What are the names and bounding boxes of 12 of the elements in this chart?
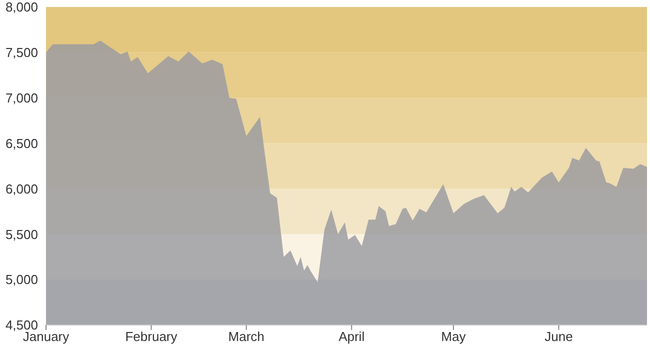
y-tick-label: 6,500	[5, 136, 38, 151]
x-tick-label: June	[544, 329, 573, 344]
y-tick-label: 7,500	[5, 45, 38, 60]
x-tick-label: March	[228, 329, 264, 344]
x-tick-label: April	[338, 329, 365, 344]
y-tick-label: 8,000	[5, 0, 38, 15]
y-tick-label: 5,000	[5, 272, 38, 288]
y-tick-label: 7,000	[5, 90, 38, 106]
y-tick-label: 6,000	[5, 181, 38, 196]
x-tick-label: May	[441, 329, 466, 344]
x-tick-label: February	[125, 329, 178, 344]
y-tick-label: 5,500	[5, 226, 38, 242]
